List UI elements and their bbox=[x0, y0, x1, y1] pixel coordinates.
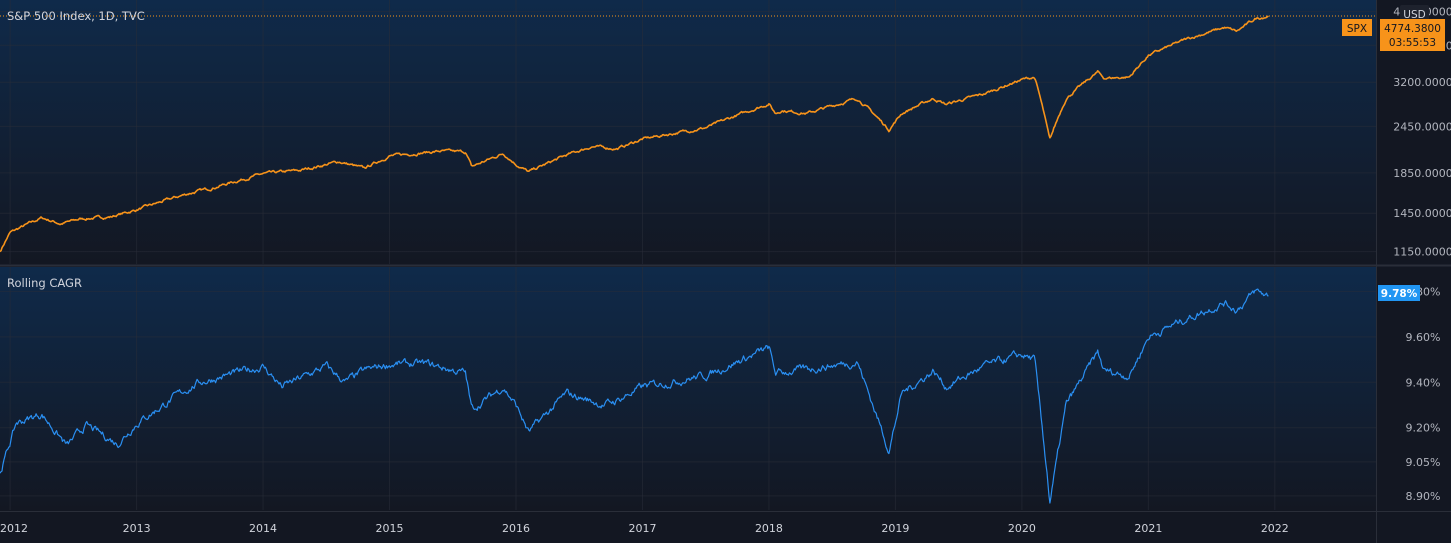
x-tick-label: 2014 bbox=[249, 522, 277, 535]
symbol-badge bbox=[1342, 19, 1372, 36]
last-price-badge bbox=[1380, 19, 1445, 51]
spx-line[interactable] bbox=[0, 15, 1269, 253]
currency-label: USD bbox=[1403, 9, 1425, 21]
last-cagr-badge bbox=[1378, 285, 1420, 301]
last-price-value: 4774.3800 bbox=[1384, 23, 1441, 35]
y-tick-label: 9.05% bbox=[1406, 456, 1441, 469]
y-tick-label: 3200.0000 bbox=[1393, 76, 1451, 89]
y-tick-label: 1450.0000 bbox=[1393, 207, 1451, 220]
x-tick-label: 2016 bbox=[502, 522, 530, 535]
x-tick-label: 2021 bbox=[1134, 522, 1162, 535]
y-tick-label: 8.90% bbox=[1406, 490, 1441, 503]
y-tick-label: 1150.0000 bbox=[1393, 246, 1451, 259]
y-tick-label: 1850.0000 bbox=[1393, 167, 1451, 180]
cagr-line[interactable] bbox=[0, 288, 1269, 504]
symbol-badge-text: SPX bbox=[1347, 23, 1367, 35]
x-tick-label: 2013 bbox=[123, 522, 151, 535]
y-tick-label: 9.40% bbox=[1406, 376, 1441, 389]
y-tick-label: 9.60% bbox=[1406, 331, 1441, 344]
cagr-badge: 9.78% bbox=[1378, 285, 1420, 301]
cagr-series[interactable] bbox=[0, 288, 1269, 504]
price-pane-grid bbox=[0, 0, 1376, 264]
currency-badge[interactable] bbox=[1400, 5, 1429, 23]
cagr-pane-grid bbox=[0, 267, 1376, 510]
x-tick-label: 2012 bbox=[0, 522, 28, 535]
cagr-pane[interactable] bbox=[0, 267, 1376, 510]
x-tick-label: 2015 bbox=[376, 522, 404, 535]
price-badges: SPX 4774.3800 03:55:53 bbox=[1342, 19, 1445, 51]
bar-countdown: 03:55:53 bbox=[1389, 37, 1436, 49]
x-tick-label: 2020 bbox=[1008, 522, 1036, 535]
x-tick-label: 2018 bbox=[755, 522, 783, 535]
spx-series[interactable] bbox=[0, 15, 1269, 253]
time-axis-labels: 2012 2013 2014 2015 2016 2017 2018 2019 2020 2021… bbox=[0, 522, 1289, 535]
last-cagr-value: 9.78% bbox=[1381, 288, 1418, 300]
y-tick-label: 9.20% bbox=[1406, 422, 1441, 435]
x-tick-label: 2017 bbox=[628, 522, 656, 535]
x-tick-label: 2019 bbox=[881, 522, 909, 535]
indicator-title: Rolling CAGR bbox=[7, 276, 82, 290]
x-tick-label: 2022 bbox=[1261, 522, 1289, 535]
y-tick-label: 2450.0000 bbox=[1393, 120, 1451, 133]
chart-title: S&P 500 Index, 1D, TVC bbox=[7, 9, 145, 23]
